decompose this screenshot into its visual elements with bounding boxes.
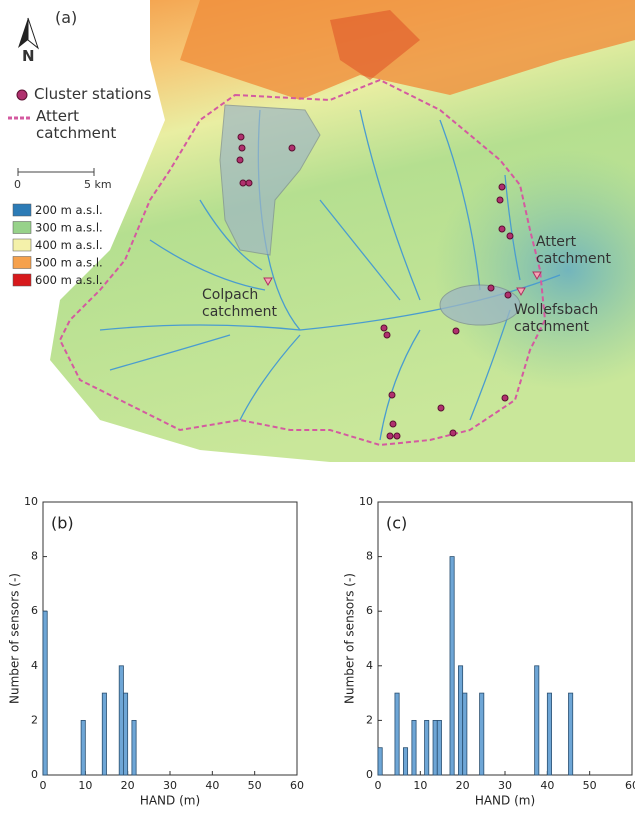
north-arrow (27, 17, 40, 50)
legend-label: Attert catchment (36, 107, 117, 142)
bar (424, 719, 430, 776)
bar (436, 719, 442, 776)
x-tick-label: 10 (413, 779, 427, 792)
colpach-area (219, 104, 321, 256)
north-label: N (22, 47, 35, 65)
x-tick-label: 50 (248, 779, 262, 792)
x-tick-label: 40 (205, 779, 219, 792)
bar (42, 610, 48, 776)
bar (432, 719, 438, 776)
bar (131, 719, 137, 776)
panel-label: (c) (386, 514, 407, 533)
elevation-label: 500 m a.s.l. (35, 256, 103, 270)
y-tick-label: 4 (31, 659, 38, 672)
north-arrow (18, 18, 28, 48)
valley (300, 120, 635, 420)
scale-label: 0 (14, 178, 21, 191)
x-tick-label: 50 (583, 779, 597, 792)
scale-label: 5 km (84, 178, 112, 191)
elevation-label: 400 m a.s.l. (35, 238, 103, 252)
bar (449, 556, 455, 776)
elevation-swatch (12, 238, 32, 252)
bar (462, 692, 468, 776)
y-tick-label: 0 (31, 768, 38, 781)
y-tick-label: 4 (366, 659, 373, 672)
x-axis-label: HAND (m) (140, 794, 200, 808)
x-axis-label: HAND (m) (475, 794, 535, 808)
bar (101, 692, 107, 776)
elevation-label: 600 m a.s.l. (35, 273, 103, 287)
catchment-label: Colpach catchment (202, 287, 277, 320)
x-tick-label: 60 (290, 779, 304, 792)
elevation-swatch (12, 273, 32, 287)
catchment-label: Attert catchment (536, 234, 611, 267)
elevation-label: 200 m a.s.l. (35, 203, 103, 217)
bar (394, 692, 400, 776)
y-tick-label: 8 (31, 550, 38, 563)
bar (118, 665, 124, 776)
panel-label: (b) (51, 514, 74, 533)
attert-boundary (58, 78, 547, 447)
y-tick-label: 10 (359, 495, 373, 508)
y-tick-label: 6 (366, 604, 373, 617)
x-tick-label: 30 (498, 779, 512, 792)
y-tick-label: 2 (366, 713, 373, 726)
map: 200 m a.s.l. 300 m a.s.l. 400 m a.s.l. 500 … (8, 0, 635, 462)
x-tick-label: 30 (163, 779, 177, 792)
elevation-swatch (12, 221, 32, 234)
bar (546, 692, 552, 776)
y-tick-label: 8 (366, 550, 373, 563)
bar (80, 719, 86, 776)
elevation-label: 300 m a.s.l. (35, 221, 103, 235)
bar (479, 692, 485, 776)
elevation-swatch (12, 203, 32, 217)
peak (330, 10, 420, 80)
y-axis-label: Number of sensors (-) (8, 573, 22, 704)
wollefsbach-area (439, 284, 521, 326)
legend-label: Cluster stations (34, 85, 152, 103)
bar (377, 747, 383, 776)
x-tick-label: 20 (456, 779, 470, 792)
x-tick-label: 0 (40, 779, 47, 792)
x-tick-label: 40 (540, 779, 554, 792)
bar (568, 692, 574, 776)
y-tick-label: 0 (366, 768, 373, 781)
elevation-swatch (12, 256, 32, 269)
panel-label: (a) (55, 8, 78, 27)
bar (411, 719, 417, 776)
stations (16, 89, 514, 440)
bar (534, 665, 540, 776)
outlets (263, 271, 542, 297)
catchment-label: Wollefsbach catchment (514, 302, 599, 335)
elevation-legend: 200 m a.s.l. 300 m a.s.l. 400 m a.s.l. 500 … (12, 203, 103, 287)
bar (402, 747, 409, 776)
bar (458, 665, 464, 776)
y-tick-label: 10 (24, 495, 38, 508)
x-tick-label: 60 (625, 779, 635, 792)
y-axis-label: Number of sensors (-) (343, 573, 357, 704)
y-tick-label: 2 (31, 713, 38, 726)
x-tick-label: 10 (78, 779, 92, 792)
y-tick-label: 6 (31, 604, 38, 617)
x-tick-label: 20 (121, 779, 135, 792)
x-tick-label: 0 (375, 779, 382, 792)
bar (123, 692, 129, 776)
